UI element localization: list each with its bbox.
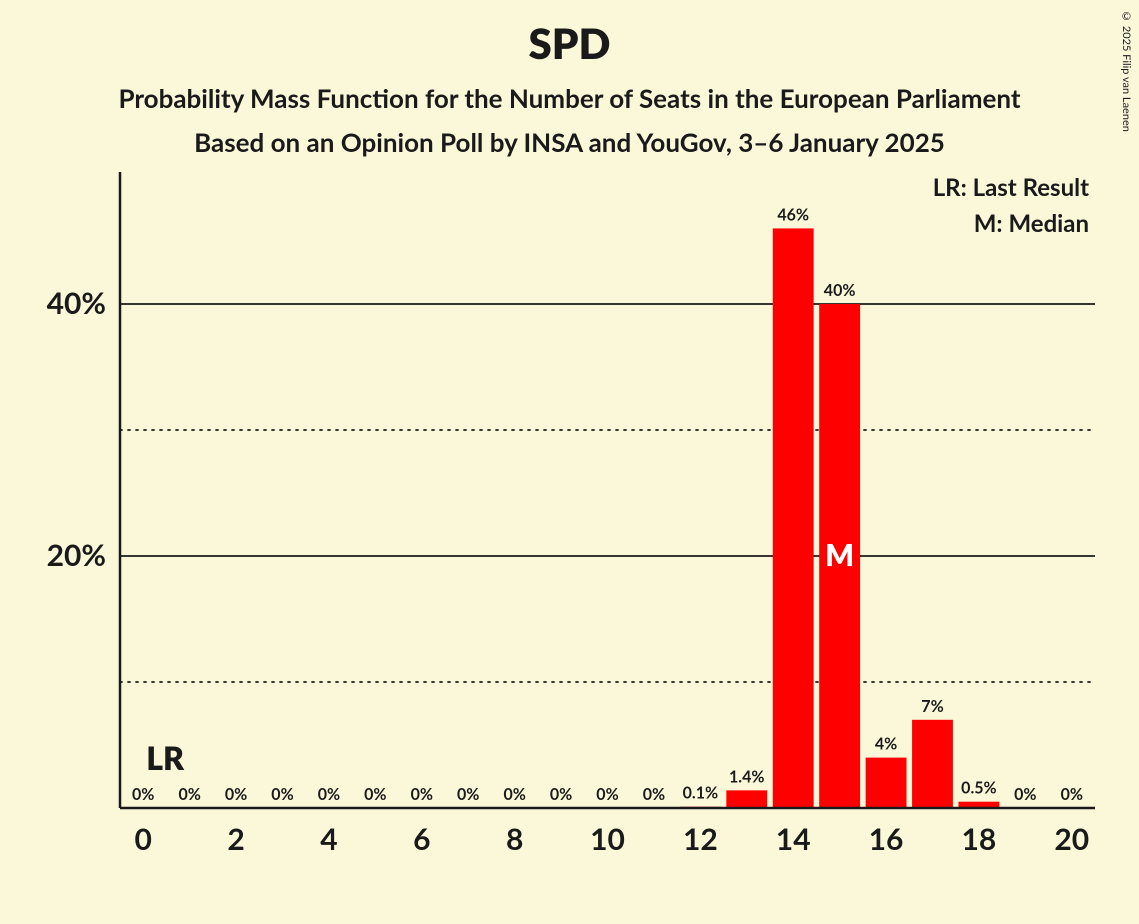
bar-value-label: 0% [411, 785, 433, 804]
x-axis-tick-label: 14 [776, 821, 811, 857]
bar [912, 720, 953, 808]
bar-value-label: 0% [318, 785, 340, 804]
legend-lr: LR: Last Result [933, 173, 1089, 202]
y-axis-tick-label: 20% [47, 537, 106, 573]
bar-value-label: 1.4% [729, 767, 764, 786]
last-result-marker: LR [146, 738, 185, 777]
median-marker: M [825, 537, 854, 573]
bar-value-label: 7% [921, 697, 943, 716]
bar-value-label: 4% [875, 735, 897, 754]
bar-value-label: 0% [643, 785, 665, 804]
bar-value-label: 0.1% [683, 784, 718, 803]
bar-value-label: 0% [1014, 785, 1036, 804]
x-axis-tick-label: 8 [506, 821, 523, 857]
x-axis-tick-label: 2 [227, 821, 244, 857]
bar-value-label: 0% [596, 785, 618, 804]
bar-value-label: 0% [503, 785, 525, 804]
x-axis-tick-label: 16 [869, 821, 904, 857]
bar-value-label: 0% [178, 785, 200, 804]
pmf-bar-chart: 20%40%0%0%0%0%0%0%0%0%0%0%0%0%0.1%1.4%46… [0, 158, 1139, 918]
copyright-text: © 2025 Filip van Laenen [1120, 10, 1133, 132]
bar [726, 790, 767, 808]
chart-subtitle-1: Probability Mass Function for the Number… [0, 82, 1139, 114]
bar-value-label: 0% [364, 785, 386, 804]
bar-value-label: 0% [550, 785, 572, 804]
bar-value-label: 0% [132, 785, 154, 804]
x-axis-tick-label: 10 [590, 821, 625, 857]
bar-value-label: 0.5% [961, 779, 996, 798]
bar [773, 228, 814, 808]
bar-value-label: 46% [777, 205, 809, 224]
bar-value-label: 0% [1061, 785, 1083, 804]
bar-value-label: 0% [457, 785, 479, 804]
legend-m: M: Median [974, 209, 1089, 238]
x-axis-tick-label: 18 [962, 821, 997, 857]
x-axis-tick-label: 12 [683, 821, 718, 857]
chart-title: SPD [0, 0, 1139, 68]
x-axis-tick-label: 20 [1054, 821, 1089, 857]
chart-subtitle-2: Based on an Opinion Poll by INSA and You… [0, 126, 1139, 158]
bar-value-label: 0% [271, 785, 293, 804]
x-axis-tick-label: 4 [320, 821, 337, 857]
bar-value-label: 40% [824, 281, 856, 300]
bar-value-label: 0% [225, 785, 247, 804]
x-axis-tick-label: 6 [413, 821, 430, 857]
bar [866, 758, 907, 808]
x-axis-tick-label: 0 [135, 821, 152, 857]
y-axis-tick-label: 40% [47, 285, 106, 321]
